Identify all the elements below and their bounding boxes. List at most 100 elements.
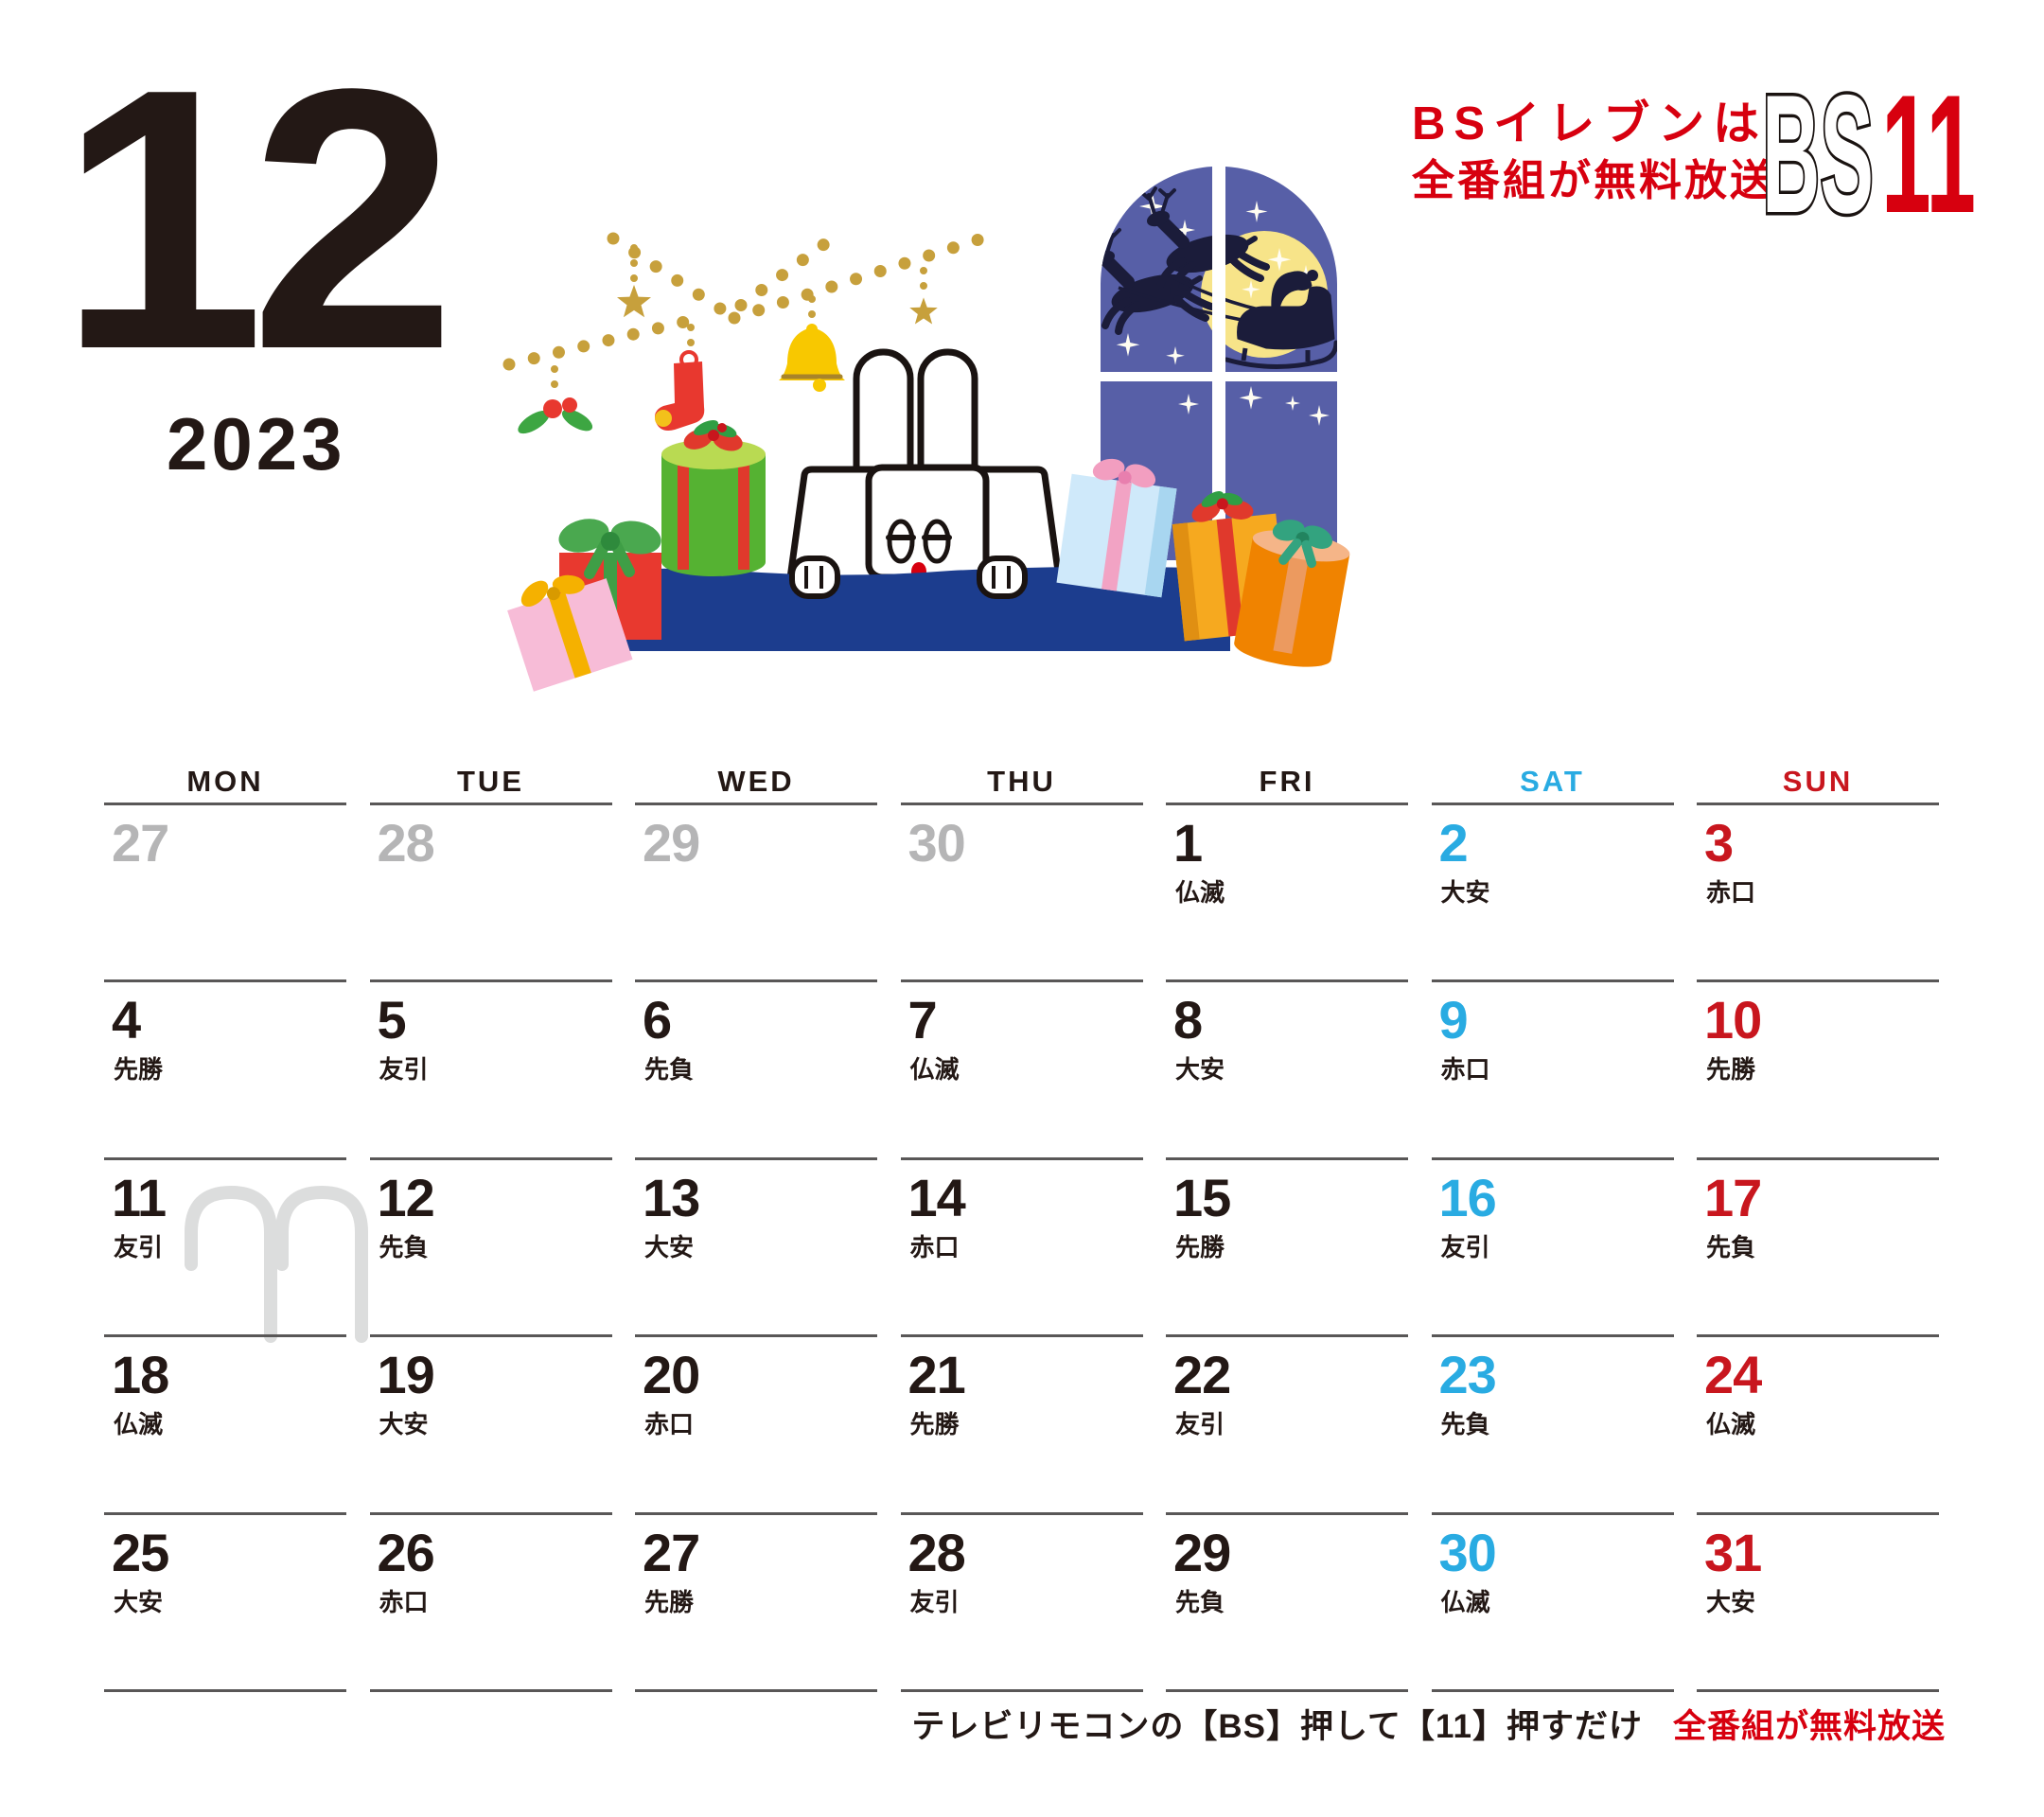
- rokuyo-label: 大安: [1175, 1055, 1225, 1085]
- day-cell-empty: [104, 1689, 346, 1703]
- logo-11-text: 11: [1881, 83, 1976, 218]
- day-number: 19: [377, 1345, 435, 1405]
- week-row-4: 18 仏滅 19 大安 20 赤口 21 先勝 22 友引 23 先負 24 仏滅: [104, 1334, 1939, 1493]
- rabbit-mascot: [784, 348, 1065, 589]
- rokuyo-label: 先負: [1440, 1410, 1490, 1439]
- week-row-6: [104, 1689, 1939, 1703]
- weekday-header-mon: MON: [186, 765, 264, 798]
- year-number: 2023: [167, 402, 346, 485]
- day-number: 21: [907, 1345, 966, 1405]
- day-cell-empty: [1166, 1689, 1408, 1703]
- day-number: 27: [643, 1522, 700, 1582]
- day-cell-27: 27 先勝: [635, 1511, 877, 1671]
- day-cell-empty: [369, 1689, 612, 1703]
- rokuyo-label: 赤口: [644, 1410, 695, 1439]
- rokuyo-label: 友引: [1175, 1410, 1225, 1439]
- day-cell-26: 26 赤口: [369, 1511, 612, 1671]
- day-cell-9: 9 赤口: [1431, 979, 1674, 1138]
- day-cell-11: 11 友引: [104, 1156, 346, 1316]
- footer-highlight: 全番組が無料放送: [1672, 1708, 1946, 1745]
- day-number: 30: [907, 813, 966, 873]
- day-number: 5: [377, 990, 407, 1050]
- day-number: 8: [1173, 990, 1203, 1050]
- garland-dots: [502, 230, 995, 401]
- day-number: 12: [377, 1167, 435, 1227]
- day-cell-12: 12 先負: [369, 1156, 612, 1316]
- day-cell-4: 4 先勝: [104, 979, 346, 1138]
- rabbit-head: [865, 464, 990, 581]
- day-number: 1: [1173, 813, 1203, 873]
- day-cell-23: 23 先負: [1431, 1334, 1674, 1493]
- weekday-header-wed: WED: [717, 765, 795, 798]
- day-cell-21: 21 先勝: [900, 1334, 1143, 1493]
- day-number: 2: [1438, 813, 1469, 873]
- gift-lightblue-box: [1056, 458, 1177, 598]
- weekday-header-sun: SUN: [1782, 765, 1854, 798]
- day-number: 17: [1704, 1167, 1762, 1227]
- day-number: 25: [112, 1522, 169, 1582]
- day-cell-empty: [900, 1689, 1143, 1703]
- rokuyo-label: 友引: [379, 1055, 429, 1085]
- day-cell-16: 16 友引: [1431, 1156, 1674, 1316]
- weekday-header-sat: SAT: [1520, 765, 1585, 798]
- rokuyo-label: 赤口: [1440, 1055, 1490, 1085]
- day-cell-24: 24 仏滅: [1697, 1334, 1939, 1493]
- day-cell-20: 20 赤口: [635, 1334, 877, 1493]
- day-cell-27: 27: [104, 803, 346, 961]
- rabbit-eye-right: [923, 519, 951, 564]
- day-number: 3: [1704, 813, 1734, 873]
- bs11-logo-icon: BS 11: [1759, 57, 1977, 252]
- day-number: 13: [643, 1167, 700, 1227]
- week-row-5: 25 大安 26 赤口 27 先勝 28 友引 29 先負 30 仏滅 31 大安: [104, 1511, 1939, 1671]
- rokuyo-label: 友引: [1440, 1232, 1490, 1261]
- day-number: 27: [112, 813, 169, 873]
- rokuyo-label: 仏滅: [1175, 878, 1225, 907]
- rokuyo-label: 先負: [1175, 1587, 1225, 1616]
- rokuyo-label: 友引: [909, 1587, 960, 1616]
- rokuyo-label: 大安: [1440, 878, 1490, 907]
- day-cell-5: 5 友引: [369, 979, 612, 1138]
- day-number: 10: [1704, 990, 1762, 1050]
- weekday-header-thu: THU: [987, 765, 1056, 798]
- rokuyo-label: 先勝: [114, 1055, 164, 1085]
- day-cell-1: 1 仏滅: [1166, 803, 1408, 961]
- weekday-header-fri: FRI: [1259, 765, 1315, 798]
- stocking: [655, 350, 705, 431]
- day-number: 30: [1438, 1522, 1497, 1582]
- santa-sleigh-silhouette: [1085, 188, 1337, 370]
- day-cell-empty: [635, 1689, 877, 1703]
- rokuyo-label: 赤口: [379, 1587, 429, 1616]
- bs11-slogan: BSイレブンは 全番組が無料放送: [1412, 95, 1775, 208]
- footer: テレビリモコンの【BS】押して【11】押すだけ 全番組が無料放送: [911, 1700, 1946, 1748]
- rokuyo-label: 先負: [1706, 1232, 1756, 1261]
- day-cell-25: 25 大安: [104, 1511, 346, 1671]
- day-cell-2: 2 大安: [1431, 803, 1674, 961]
- blue-rug: [577, 566, 1230, 651]
- day-cell-empty: [1697, 1689, 1939, 1703]
- day-number: 14: [907, 1167, 966, 1227]
- rokuyo-label: 仏滅: [1440, 1587, 1490, 1616]
- day-cell-7: 7 仏滅: [900, 979, 1143, 1138]
- rokuyo-label: 大安: [1706, 1587, 1756, 1616]
- rokuyo-label: 先勝: [1175, 1232, 1225, 1261]
- week-row-3: 11 友引 12 先負 13 大安 14 赤口 15 先勝 16 友引 17 先負: [104, 1156, 1939, 1316]
- day-cell-10: 10 先勝: [1697, 979, 1939, 1138]
- rokuyo-label: 赤口: [1706, 878, 1756, 907]
- gift-pink-box: [507, 574, 633, 692]
- gift-orange-cylinder: [1234, 520, 1350, 667]
- day-number: 11: [112, 1167, 167, 1227]
- slogan-line2: 全番組が無料放送: [1412, 156, 1776, 204]
- rokuyo-label: 大安: [644, 1232, 695, 1261]
- week-row-1: 27 28 29 30 1 仏滅 2 大安 3 赤口: [104, 803, 1939, 961]
- day-number: 29: [1173, 1522, 1231, 1582]
- rabbit-eye-left: [887, 519, 915, 564]
- weekday-header-row: MON TUE WED THU FRI SAT SUN: [104, 750, 1939, 799]
- day-number: 7: [907, 990, 938, 1050]
- day-cell-28: 28: [369, 803, 612, 961]
- day-number: 9: [1438, 990, 1469, 1050]
- rokuyo-label: 大安: [114, 1587, 164, 1616]
- weekday-header-tue: TUE: [457, 765, 524, 798]
- christmas-illustration: [502, 167, 1350, 692]
- day-number: 6: [643, 990, 672, 1050]
